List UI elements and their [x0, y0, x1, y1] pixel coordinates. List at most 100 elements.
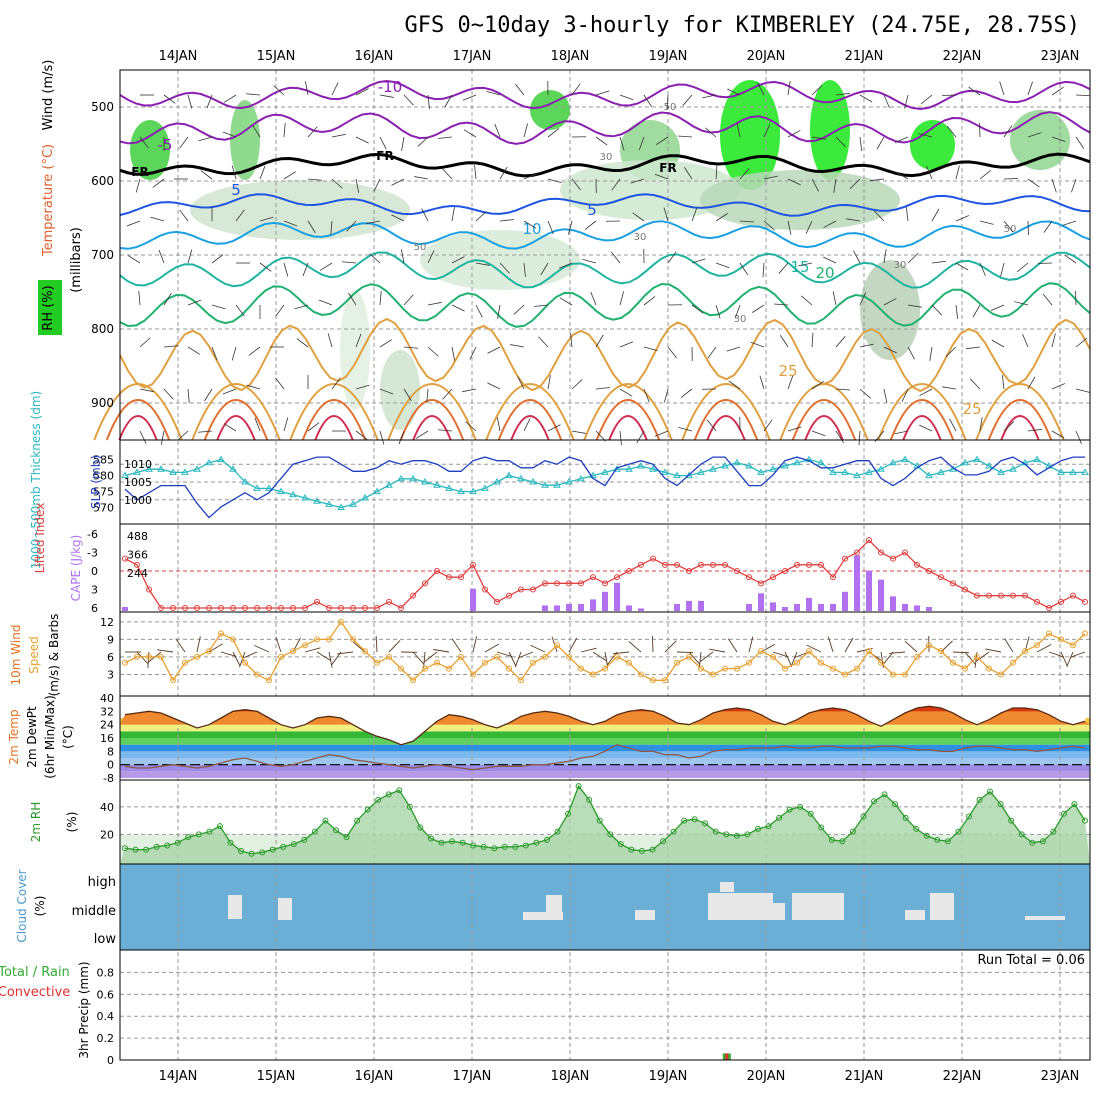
wind-barb [180, 137, 188, 148]
temp-axis-label: (°C) [61, 725, 75, 749]
wind-barb [991, 305, 1004, 310]
wind-barb [319, 300, 332, 305]
wind-barb [308, 179, 322, 180]
isotherm-bulge [780, 384, 868, 440]
wind-barb [224, 95, 236, 102]
temperature-axis-label: Temperature (°C) [41, 144, 56, 257]
cape-bar [914, 605, 920, 611]
isotherm-bulge [903, 416, 941, 440]
wind-barb [140, 431, 146, 444]
wind-barb [428, 347, 438, 356]
cape-bar [602, 592, 608, 611]
cape-bar [854, 555, 860, 611]
rh-axis-unit: (%) [65, 812, 79, 833]
cape-axis-label: CAPE (J/kg) [69, 535, 83, 602]
cape-bar [578, 604, 584, 611]
wind-barb [249, 347, 260, 355]
cloud-block [635, 910, 655, 920]
wind-barb [644, 296, 655, 305]
cape-bar [890, 596, 896, 611]
wind-barb-10m [1061, 652, 1068, 667]
wind-barb [877, 137, 884, 149]
isotherm-label: -5 [158, 136, 173, 154]
wind-barb [788, 81, 790, 95]
li-tick-label: 6 [91, 602, 98, 615]
wind-barb [438, 137, 452, 138]
wind-barb-10m [176, 639, 185, 652]
cape-bar [638, 608, 644, 611]
date-label-bottom: 20JAN [747, 1069, 786, 1084]
pressure-tick-label: 800 [91, 322, 114, 336]
cape-bar [122, 607, 128, 611]
wind-tick-label: 12 [100, 616, 114, 629]
wind-barb [702, 95, 716, 98]
wind-barb [884, 389, 887, 403]
wind-barb [1044, 221, 1052, 232]
wind-barb [1002, 375, 1004, 389]
wind-barb-10m [985, 649, 1001, 652]
precip-legend-total: Total / Rain [0, 965, 70, 980]
wind-barb [1076, 338, 1087, 347]
cloud-block [1025, 916, 1065, 920]
wind-barb [692, 305, 703, 313]
wind-barb [320, 263, 332, 270]
wind-barb [823, 257, 836, 263]
wind-barb [284, 172, 296, 179]
wind-barb [356, 137, 369, 143]
isotherm-bulge [793, 400, 856, 440]
isotherm-bulge [707, 416, 745, 440]
temp-tick-label: -8 [103, 772, 114, 785]
wind10-axis-label: Speed [27, 636, 41, 674]
rh-contour-label: 30 [894, 260, 907, 271]
temp-band [120, 745, 1090, 752]
wind-barb-10m [629, 642, 641, 652]
wind-barb [949, 419, 956, 431]
wind-tick-label: 3 [107, 668, 114, 681]
wind-barb [708, 347, 716, 358]
wind-barb [205, 389, 212, 401]
slp-tick-label: 1010 [124, 458, 152, 471]
wind-barb [404, 295, 413, 305]
wind-barb [510, 345, 524, 347]
isotherm-bulge [584, 384, 672, 440]
isotherm-bulge [976, 384, 1064, 440]
wind-barb [801, 296, 812, 305]
rh-contour-label: 50 [664, 102, 677, 113]
temp-tick-label: 40 [100, 692, 114, 705]
wind-barb [515, 84, 524, 95]
cloud-level-label: high [88, 875, 116, 890]
wind-barb [488, 347, 500, 353]
cape-tick-label: 488 [127, 530, 148, 543]
isotherm-bulge [597, 400, 660, 440]
isotherm-bulge [119, 416, 157, 440]
wind-barb [788, 427, 801, 431]
cloud-block [708, 893, 773, 920]
rh-shading [530, 90, 570, 130]
wind-barb [668, 252, 676, 263]
cloud-block [546, 895, 562, 920]
isotherm-label: 10 [522, 220, 541, 238]
cloud-block [720, 882, 734, 892]
date-label-top: 17JAN [453, 49, 492, 64]
thickness-line [125, 460, 1085, 508]
wind-barb [332, 134, 346, 137]
wind-barb [930, 347, 932, 361]
cloud-block [905, 910, 925, 920]
cape-bar [818, 604, 824, 611]
wind-barb [611, 252, 620, 263]
li-tick-label: -6 [87, 528, 98, 541]
wind-barb [664, 389, 668, 403]
cape-bar [746, 604, 752, 611]
isotherm-label: 5 [231, 181, 241, 199]
wind-barb [199, 137, 212, 141]
temp-tick-label: 24 [100, 719, 114, 732]
wind-barb [188, 389, 189, 403]
wind-barb [860, 95, 872, 102]
cloud-block [278, 898, 292, 920]
wind-barb [596, 137, 607, 145]
cape-bar [674, 604, 680, 611]
wind-barb-10m [905, 641, 917, 652]
li-tick-label: -3 [87, 547, 98, 560]
wind-barb [198, 431, 212, 432]
isotherm-bulge [486, 384, 574, 440]
